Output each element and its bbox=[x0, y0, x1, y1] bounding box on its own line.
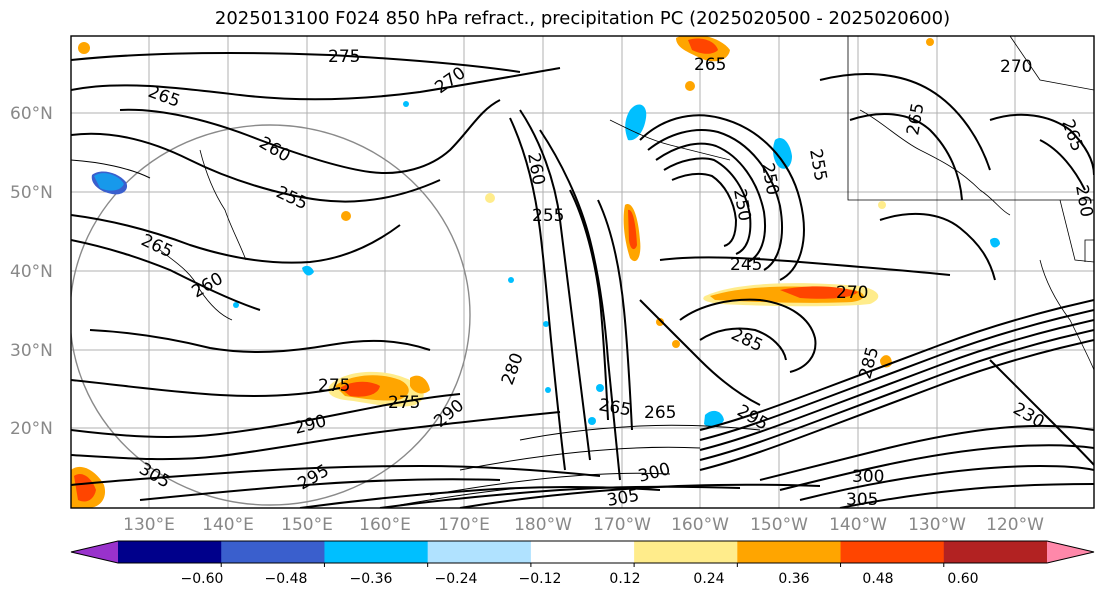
colorbar-tick-label: −0.36 bbox=[349, 571, 393, 587]
lon-label: 170°E bbox=[438, 515, 490, 535]
contour-lines bbox=[71, 51, 1094, 508]
colorbar-tick-label: −0.60 bbox=[180, 571, 224, 587]
lon-label: 130°W bbox=[908, 515, 966, 535]
contour-label: 300 bbox=[852, 467, 884, 487]
contour-label: 275 bbox=[388, 393, 420, 413]
contour-label: 245 bbox=[730, 255, 762, 275]
colorbar-segment bbox=[118, 541, 222, 563]
colorbar-outline bbox=[70, 540, 1095, 564]
lat-label: 50°N bbox=[10, 183, 53, 203]
colorbar-segment bbox=[324, 541, 429, 563]
colorbar-segment bbox=[840, 541, 945, 563]
lat-label: 30°N bbox=[10, 341, 53, 361]
contour-label: 305 bbox=[846, 490, 878, 510]
contour-label: 270 bbox=[1000, 57, 1032, 77]
contour-label: 270 bbox=[836, 283, 868, 303]
contour-label-group: 275 265 270 265 260 255 265 260 265 250 … bbox=[136, 47, 1097, 511]
lon-label: 130°E bbox=[123, 515, 175, 535]
lon-label: 170°W bbox=[593, 515, 651, 535]
colorbar bbox=[70, 540, 1095, 567]
lon-label: 150°E bbox=[281, 515, 333, 535]
lon-label: 160°E bbox=[359, 515, 411, 535]
lon-label: 160°W bbox=[671, 515, 729, 535]
colorbar-segment bbox=[943, 541, 1048, 563]
lat-label: 60°N bbox=[10, 104, 53, 124]
domain-outline bbox=[71, 124, 471, 506]
colorbar-tick-label: −0.24 bbox=[434, 571, 478, 587]
contour-lines-thin bbox=[71, 159, 761, 506]
colorbar-segment bbox=[634, 541, 738, 563]
colorbar-tick-label: −0.48 bbox=[264, 571, 308, 587]
contour-label: 265 bbox=[644, 403, 676, 423]
colorbar-extend-max bbox=[1047, 541, 1094, 563]
colorbar-segment bbox=[221, 541, 325, 563]
lon-label: 140°E bbox=[202, 515, 254, 535]
map-title: 2025013100 F024 850 hPa refract., precip… bbox=[214, 8, 951, 29]
lat-label: 20°N bbox=[10, 419, 53, 439]
lon-label: 140°W bbox=[829, 515, 887, 535]
colorbar-segment bbox=[427, 541, 532, 563]
colorbar-tick-label: 0.12 bbox=[609, 571, 641, 587]
colorbar-tick-label: 0.36 bbox=[778, 571, 810, 587]
colorbar-tick-label: 0.48 bbox=[862, 571, 894, 587]
lon-label: 180°W bbox=[514, 515, 572, 535]
contour-label: 275 bbox=[328, 47, 360, 67]
lon-label: 120°W bbox=[986, 515, 1044, 535]
colorbar-extend-min bbox=[71, 541, 118, 563]
contour-label: 265 bbox=[694, 55, 726, 75]
colorbar-tick-label: −0.12 bbox=[518, 571, 562, 587]
colorbar-tick-label: 0.24 bbox=[693, 571, 725, 587]
lon-label: 150°W bbox=[750, 515, 808, 535]
colorbar-segment bbox=[530, 541, 635, 563]
lat-label: 40°N bbox=[10, 262, 53, 282]
plot-frame bbox=[70, 35, 1095, 509]
contour-label: 255 bbox=[532, 206, 564, 226]
colorbar-tick-label: 0.60 bbox=[947, 571, 979, 587]
contour-label: 275 bbox=[318, 376, 350, 396]
colorbar-segment bbox=[737, 541, 842, 563]
